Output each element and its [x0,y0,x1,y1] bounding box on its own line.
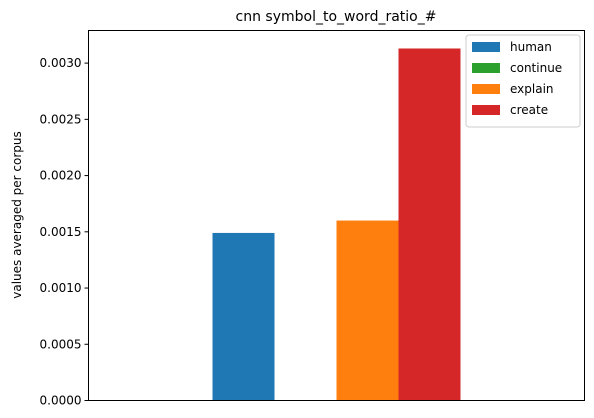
y-tick-label: 0.0020 [40,169,82,183]
plot-frame [88,30,585,401]
bars-group [212,48,461,401]
bar-human [212,232,275,401]
y-tick-label: 0.0030 [40,56,82,70]
y-tick-label: 0.0010 [40,281,82,295]
legend-label-human: human [510,40,552,54]
legend-label-create: create [510,103,548,117]
legend-frame [465,34,581,128]
bar-explain [336,220,399,401]
legend-swatch-human [472,42,500,52]
y-tick-label: 0.0005 [40,337,82,351]
legend-label-explain: explain [510,82,554,96]
legend-swatch-continue [472,63,500,73]
y-axis-ticks: 0.0000 0.0005 0.0010 0.0015 0.0020 0.0025 0.00… [40,56,89,408]
y-tick-label: 0.0015 [40,225,82,239]
y-tick-label: 0.0025 [40,112,82,126]
legend-swatch-explain [472,84,500,94]
legend: human continue explain create [465,34,581,128]
legend-swatch-create [472,105,500,115]
chart-title: cnn symbol_to_word_ratio_# [236,9,437,25]
y-tick-label: 0.0000 [40,394,82,408]
bar-create [398,48,461,401]
y-axis-label: values averaged per corpus [10,131,24,299]
legend-label-continue: continue [510,61,562,75]
